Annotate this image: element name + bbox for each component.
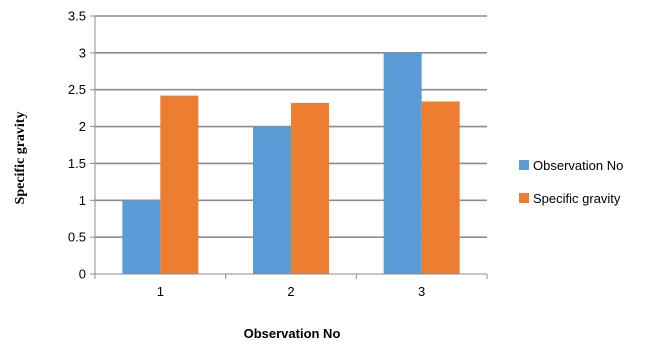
legend: Observation No Specific gravity xyxy=(519,158,623,206)
x-axis-title: Observation No xyxy=(244,326,341,341)
y-tick-label: 1.5 xyxy=(68,156,86,171)
y-tick-label: 3.5 xyxy=(68,9,86,24)
y-tick-label: 3 xyxy=(79,45,86,60)
y-tick-labels: 0 0.5 1 1.5 2 2.5 3 3.5 xyxy=(68,9,86,282)
x-tick-labels: 1 2 3 xyxy=(157,284,426,299)
y-tick-label: 2 xyxy=(79,119,86,134)
x-tick-label: 3 xyxy=(418,284,425,299)
y-tick-label: 2.5 xyxy=(68,82,86,97)
y-tick-label: 0 xyxy=(79,267,86,282)
bars xyxy=(122,52,460,275)
x-tick-label: 1 xyxy=(157,284,164,299)
bar-observation-no-1 xyxy=(122,200,161,274)
legend-label-observation-no: Observation No xyxy=(533,158,623,173)
bar-observation-no-3 xyxy=(383,52,422,274)
axes xyxy=(90,15,488,279)
legend-label-specific-gravity: Specific gravity xyxy=(533,191,621,206)
legend-swatch-observation-no xyxy=(519,160,529,170)
legend-swatch-specific-gravity xyxy=(519,193,529,203)
bar-specific-gravity-2 xyxy=(291,102,329,275)
y-tick-label: 0.5 xyxy=(68,230,86,245)
bar-observation-no-2 xyxy=(253,126,291,274)
bar-specific-gravity-3 xyxy=(421,101,460,274)
x-tick-label: 2 xyxy=(287,284,294,299)
bar-specific-gravity-1 xyxy=(160,95,199,275)
y-axis-title: Specific gravity xyxy=(13,112,28,205)
y-tick-label: 1 xyxy=(79,193,86,208)
